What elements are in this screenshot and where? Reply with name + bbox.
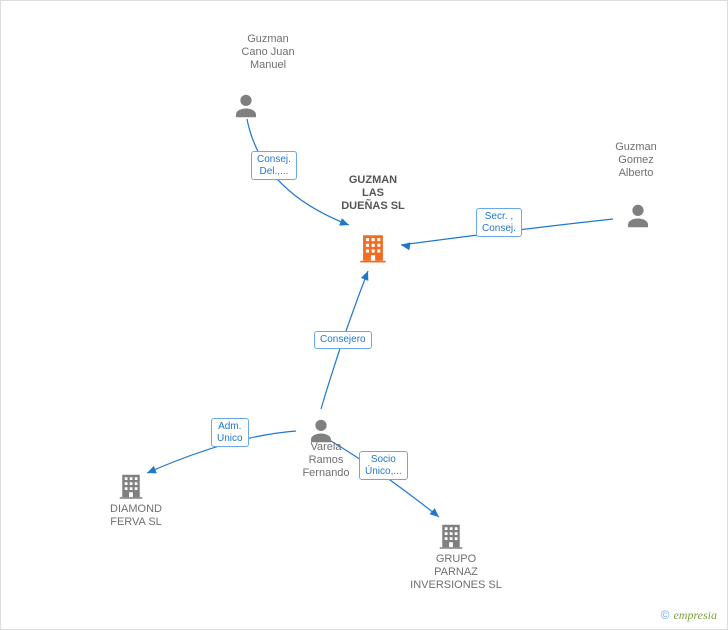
edge-arrow-e4	[147, 466, 157, 473]
edge-label-e3: Consejero	[314, 331, 372, 349]
node-label-diamond[interactable]: DIAMOND FERVA SL	[101, 503, 171, 529]
building-icon[interactable]	[116, 471, 146, 506]
edge-arrow-e3	[361, 271, 368, 281]
node-label-grupo[interactable]: GRUPO PARNAZ INVERSIONES SL	[401, 553, 511, 593]
building-icon[interactable]	[436, 521, 466, 556]
diagram-canvas: Consej. Del.,... Secr. , Consej. Consejero…	[0, 0, 728, 630]
person-icon[interactable]	[623, 201, 653, 236]
edge-arrow-e1	[339, 218, 349, 226]
edge-label-e2: Secr. , Consej.	[476, 208, 522, 237]
node-label-guzman_gomez[interactable]: Guzman Gomez Alberto	[606, 141, 666, 181]
person-icon[interactable]	[231, 91, 261, 126]
credit-text: empresia	[673, 608, 717, 622]
edges-layer	[1, 1, 728, 630]
credit: ©empresia	[661, 608, 717, 623]
copyright-symbol: ©	[661, 608, 670, 622]
edge-label-e4: Adm. Unico	[211, 418, 249, 447]
node-label-guzman_cano[interactable]: Guzman Cano Juan Manuel	[233, 33, 303, 73]
building-icon[interactable]	[356, 231, 390, 270]
node-label-varela[interactable]: Varela Ramos Fernando	[293, 441, 359, 481]
edge-label-e1: Consej. Del.,...	[251, 151, 297, 180]
edge-label-e5: Socio Único,...	[359, 451, 408, 480]
node-label-central[interactable]: GUZMAN LAS DUEÑAS SL	[333, 174, 413, 214]
edge-arrow-e2	[401, 242, 410, 250]
edge-arrow-e5	[430, 508, 439, 517]
